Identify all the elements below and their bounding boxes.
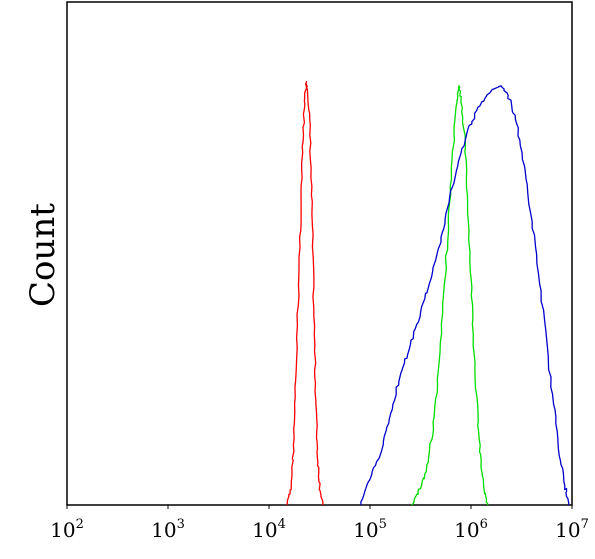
x-tick-label: 102 (50, 517, 84, 542)
x-tick-label: 107 (555, 517, 589, 542)
histogram-series-3 (360, 85, 570, 506)
histogram-series-2 (411, 85, 489, 506)
x-tick-label: 104 (252, 517, 286, 542)
x-tick-label: 105 (353, 517, 387, 542)
series-layer (286, 80, 570, 506)
x-tick-label: 106 (454, 517, 488, 542)
x-tick-labels: 102 103 104 105 106 107 (50, 505, 589, 542)
y-axis-label: Count (23, 203, 63, 307)
plot-frame (66, 1, 573, 506)
x-tick-label: 103 (151, 517, 185, 542)
histogram-series-1 (286, 80, 324, 506)
